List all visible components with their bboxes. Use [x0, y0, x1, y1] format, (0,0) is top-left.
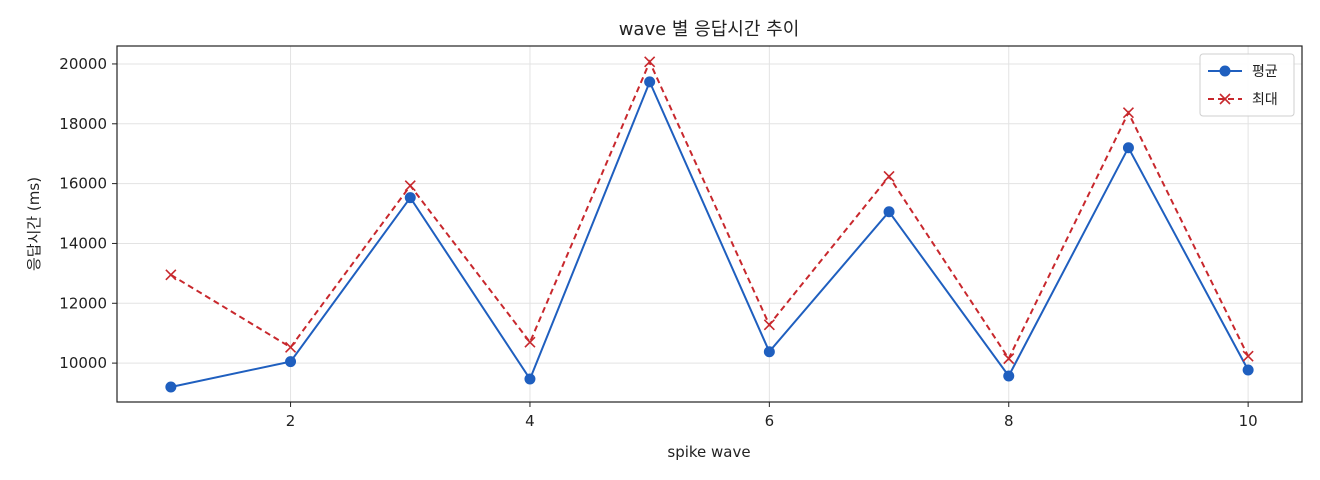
data-point-series-1 — [524, 373, 536, 385]
ticks: 2 4 6 8 10 10000 12000 14000 16000 18000 20000 — [59, 55, 1257, 430]
series-layer — [165, 56, 1254, 393]
data-point-series-1 — [883, 206, 895, 218]
series-line-2 — [170, 59, 1249, 361]
data-point-series-1 — [165, 381, 177, 393]
data-point-series-1 — [644, 76, 656, 88]
data-point-series-1 — [1242, 364, 1254, 376]
data-point-series-2 — [883, 170, 895, 182]
data-point-series-2 — [1242, 350, 1254, 362]
x-tick-label: 6 — [765, 412, 775, 430]
data-point-series-2 — [644, 56, 656, 68]
y-axis-label: 응답시간 (ms) — [25, 177, 43, 271]
data-point-series-2 — [165, 269, 177, 281]
legend-box — [1199, 53, 1295, 117]
x-tick-label: 10 — [1239, 412, 1258, 430]
legend-label: 평균 — [1252, 64, 1278, 80]
y-tick-label: 10000 — [59, 354, 107, 372]
grid — [117, 46, 1302, 402]
data-point-series-1 — [285, 356, 297, 368]
data-point-series-1 — [404, 192, 416, 204]
data-point-series-2 — [763, 319, 775, 331]
data-point-series-2 — [524, 336, 536, 348]
legend-marker — [1219, 65, 1231, 77]
series-line-1 — [170, 79, 1249, 388]
data-point-series-1 — [1003, 370, 1015, 382]
data-point-series-2 — [1122, 107, 1135, 119]
data-point-series-2 — [1003, 353, 1015, 365]
y-tick-label: 18000 — [59, 115, 107, 133]
data-point-series-2 — [284, 341, 297, 353]
data-point-series-1 — [1122, 142, 1134, 154]
x-tick-label: 2 — [286, 412, 296, 430]
x-tick-label: 4 — [525, 412, 535, 430]
y-tick-label: 20000 — [59, 55, 107, 73]
y-tick-label: 16000 — [59, 175, 107, 193]
plot-frame — [116, 45, 1303, 403]
chart-title: wave 별 응답시간 추이 — [619, 19, 800, 40]
legend-marker — [1219, 93, 1231, 105]
legend-label: 최대 — [1252, 92, 1278, 108]
data-point-series-1 — [763, 346, 775, 358]
y-tick-label: 14000 — [59, 234, 107, 252]
data-point-series-2 — [404, 180, 416, 192]
x-axis-label: spike wave — [667, 443, 750, 461]
x-tick-label: 8 — [1004, 412, 1014, 430]
y-tick-label: 12000 — [59, 294, 107, 312]
